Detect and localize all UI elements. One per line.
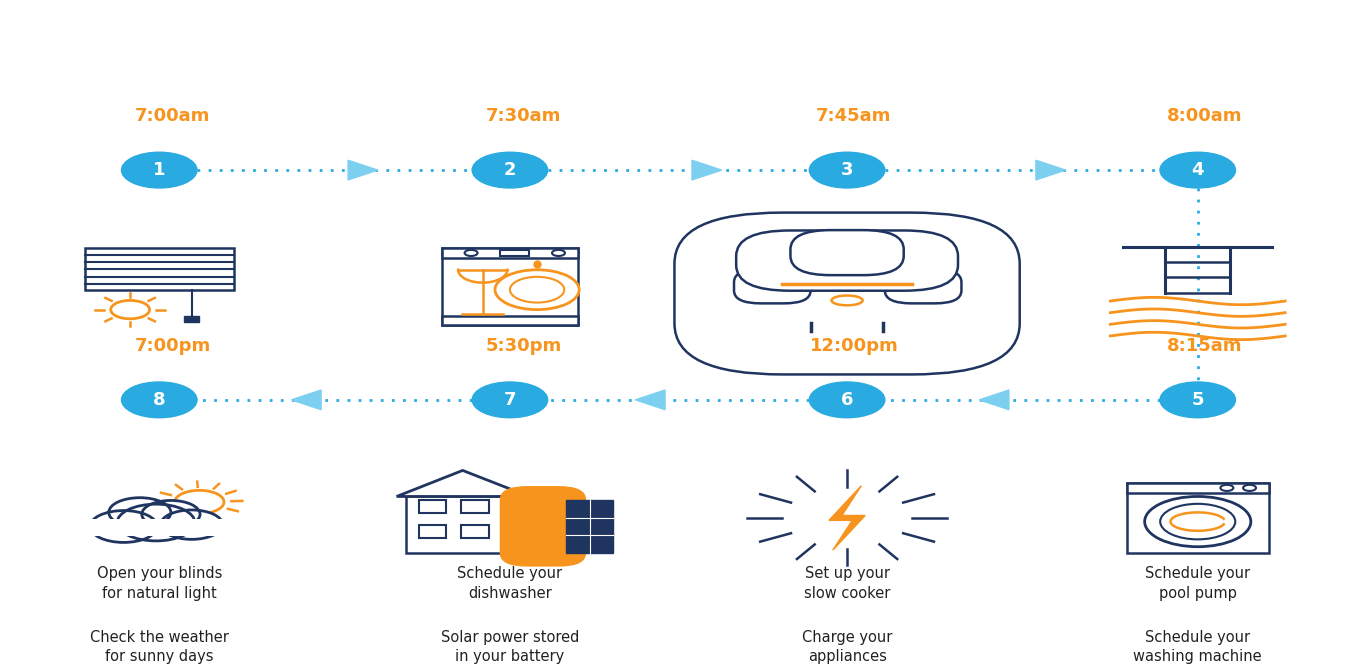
Text: Set up your
slow cooker: Set up your slow cooker <box>803 566 890 601</box>
Text: 8: 8 <box>153 391 166 409</box>
Circle shape <box>109 498 171 527</box>
FancyBboxPatch shape <box>501 486 585 566</box>
FancyBboxPatch shape <box>442 316 578 325</box>
FancyBboxPatch shape <box>406 497 520 553</box>
Text: Check the weather
for sunny days: Check the weather for sunny days <box>90 629 229 664</box>
FancyBboxPatch shape <box>1126 482 1269 553</box>
FancyBboxPatch shape <box>566 499 613 553</box>
FancyBboxPatch shape <box>419 525 446 538</box>
FancyBboxPatch shape <box>85 248 233 290</box>
FancyBboxPatch shape <box>790 230 904 275</box>
Circle shape <box>472 152 548 188</box>
Circle shape <box>160 510 223 539</box>
Circle shape <box>1220 485 1234 491</box>
Text: 5: 5 <box>1191 391 1204 409</box>
Polygon shape <box>349 160 377 180</box>
Polygon shape <box>692 160 722 180</box>
Circle shape <box>122 382 197 418</box>
Circle shape <box>111 301 149 319</box>
Circle shape <box>809 152 885 188</box>
FancyBboxPatch shape <box>442 248 578 325</box>
Circle shape <box>495 270 579 309</box>
FancyBboxPatch shape <box>533 494 552 499</box>
Polygon shape <box>829 486 866 550</box>
Polygon shape <box>1035 160 1065 180</box>
Circle shape <box>141 501 199 528</box>
Polygon shape <box>635 390 665 410</box>
Text: 1: 1 <box>153 161 166 179</box>
Polygon shape <box>980 390 1008 410</box>
Polygon shape <box>1166 391 1229 409</box>
FancyBboxPatch shape <box>885 269 962 303</box>
Text: Solar power stored
in your battery: Solar power stored in your battery <box>441 629 579 664</box>
Text: 7:00am: 7:00am <box>136 107 210 125</box>
Ellipse shape <box>832 295 863 305</box>
FancyBboxPatch shape <box>183 316 199 322</box>
Circle shape <box>90 511 157 542</box>
Polygon shape <box>292 390 322 410</box>
Text: Charge your
appliances: Charge your appliances <box>802 629 893 664</box>
Circle shape <box>122 152 197 188</box>
Circle shape <box>1160 382 1235 418</box>
Text: 7:00pm: 7:00pm <box>134 337 210 355</box>
Circle shape <box>809 382 885 418</box>
Circle shape <box>1243 485 1257 491</box>
Text: Schedule your
dishwasher: Schedule your dishwasher <box>457 566 563 601</box>
Text: 8:00am: 8:00am <box>1167 107 1242 125</box>
FancyBboxPatch shape <box>461 501 489 513</box>
Circle shape <box>1160 152 1235 188</box>
Circle shape <box>552 250 565 256</box>
FancyBboxPatch shape <box>734 269 810 303</box>
FancyBboxPatch shape <box>501 250 529 256</box>
Text: 8:15am: 8:15am <box>1167 337 1242 355</box>
Text: 7:45am: 7:45am <box>816 107 892 125</box>
Text: Open your blinds
for natural light: Open your blinds for natural light <box>96 566 223 601</box>
Text: 5:30pm: 5:30pm <box>486 337 562 355</box>
FancyBboxPatch shape <box>419 501 446 513</box>
Circle shape <box>1160 504 1235 539</box>
FancyBboxPatch shape <box>442 248 578 258</box>
Text: 3: 3 <box>841 161 854 179</box>
Text: 4: 4 <box>1191 161 1204 179</box>
Text: Schedule your
washing machine: Schedule your washing machine <box>1133 629 1262 664</box>
Polygon shape <box>396 470 529 497</box>
Circle shape <box>464 250 478 256</box>
Text: 6: 6 <box>841 391 854 409</box>
Circle shape <box>1145 497 1251 547</box>
FancyBboxPatch shape <box>735 230 958 291</box>
FancyBboxPatch shape <box>88 517 231 533</box>
Text: 12:00pm: 12:00pm <box>810 337 898 355</box>
FancyBboxPatch shape <box>1126 482 1269 493</box>
FancyBboxPatch shape <box>461 525 489 538</box>
Text: 7: 7 <box>503 391 516 409</box>
Circle shape <box>472 382 548 418</box>
Text: Schedule your
pool pump: Schedule your pool pump <box>1145 566 1250 601</box>
Circle shape <box>117 504 195 541</box>
FancyBboxPatch shape <box>85 519 233 536</box>
FancyBboxPatch shape <box>674 213 1019 374</box>
Circle shape <box>510 277 565 303</box>
Text: 2: 2 <box>503 161 516 179</box>
Text: 7:30am: 7:30am <box>486 107 560 125</box>
Circle shape <box>175 491 224 513</box>
